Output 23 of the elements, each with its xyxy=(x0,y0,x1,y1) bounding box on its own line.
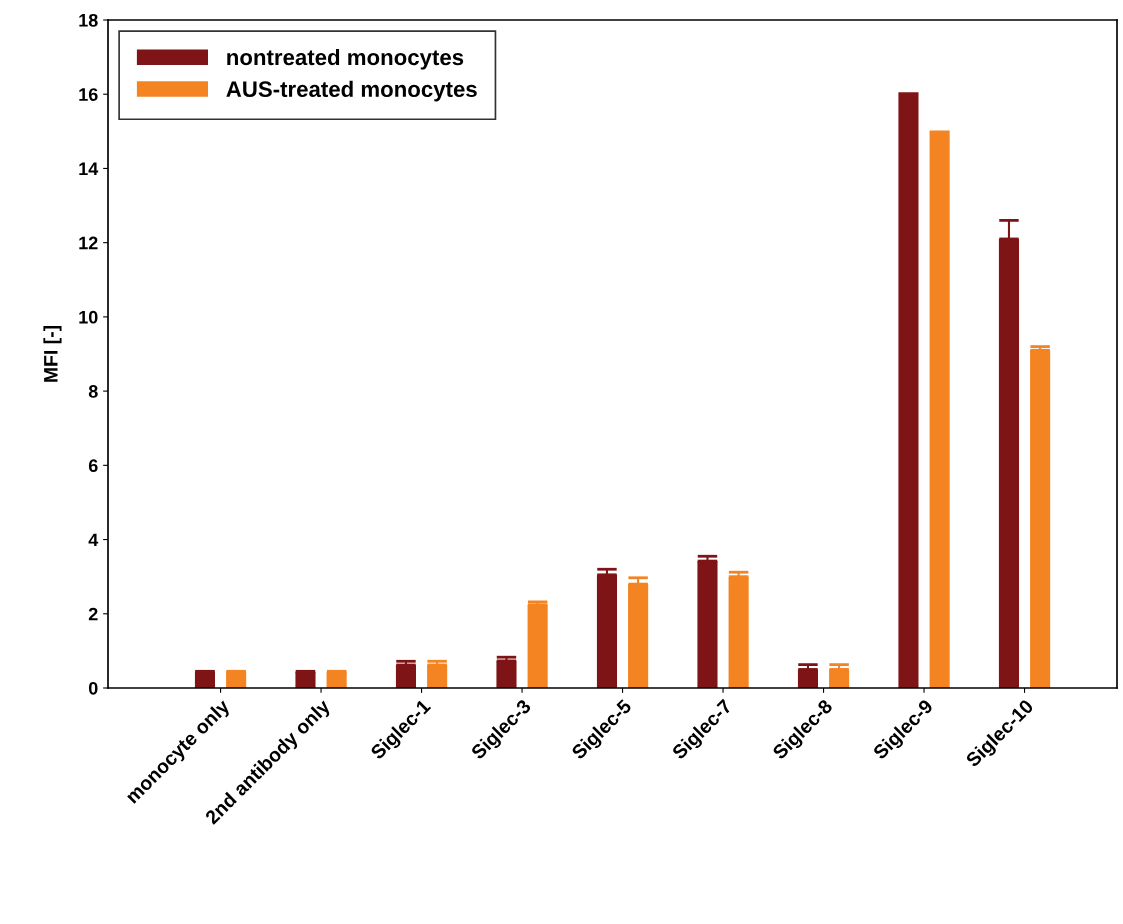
bar xyxy=(295,672,316,688)
bar xyxy=(898,92,919,688)
bar xyxy=(527,604,548,688)
y-tick-label: 6 xyxy=(88,459,98,473)
bar xyxy=(697,561,718,688)
legend-label: AUS-treated monocytes xyxy=(226,80,477,102)
y-tick-label: 18 xyxy=(79,13,98,27)
y-tick-label: 14 xyxy=(79,162,99,175)
bar xyxy=(929,130,950,688)
y-tick-label: 4 xyxy=(88,533,99,547)
y-tick-label: 10 xyxy=(79,310,98,324)
bar xyxy=(998,238,1020,688)
y-tick-label: 2 xyxy=(88,607,98,621)
y-tick-label: 8 xyxy=(88,385,98,398)
y-tick-label: 0 xyxy=(88,681,98,695)
legend-label: nontreated monocytes xyxy=(227,48,464,70)
bar xyxy=(728,576,749,688)
y-tick-label: 12 xyxy=(79,236,98,250)
bar xyxy=(1030,350,1051,688)
y-axis-title: MFI [-] xyxy=(43,325,62,382)
y-tick-label: 16 xyxy=(79,88,98,101)
bar xyxy=(596,574,618,688)
bar xyxy=(628,584,649,688)
